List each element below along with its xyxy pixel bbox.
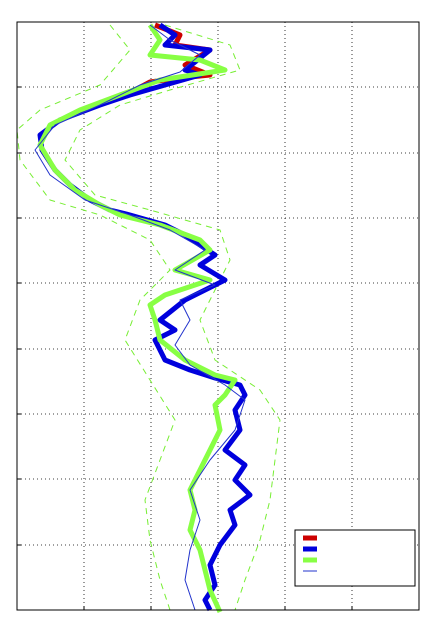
series-line [34,24,246,611]
series-line [37,22,253,612]
series-line [16,24,176,611]
plot-frame [16,21,420,611]
series-line [64,24,281,611]
